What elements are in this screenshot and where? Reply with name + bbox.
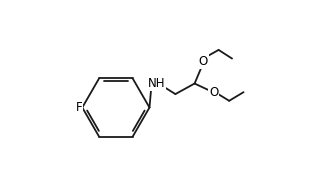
Text: F: F [76, 101, 82, 114]
Text: O: O [209, 86, 218, 99]
Text: O: O [199, 55, 208, 68]
Text: NH: NH [147, 77, 165, 90]
